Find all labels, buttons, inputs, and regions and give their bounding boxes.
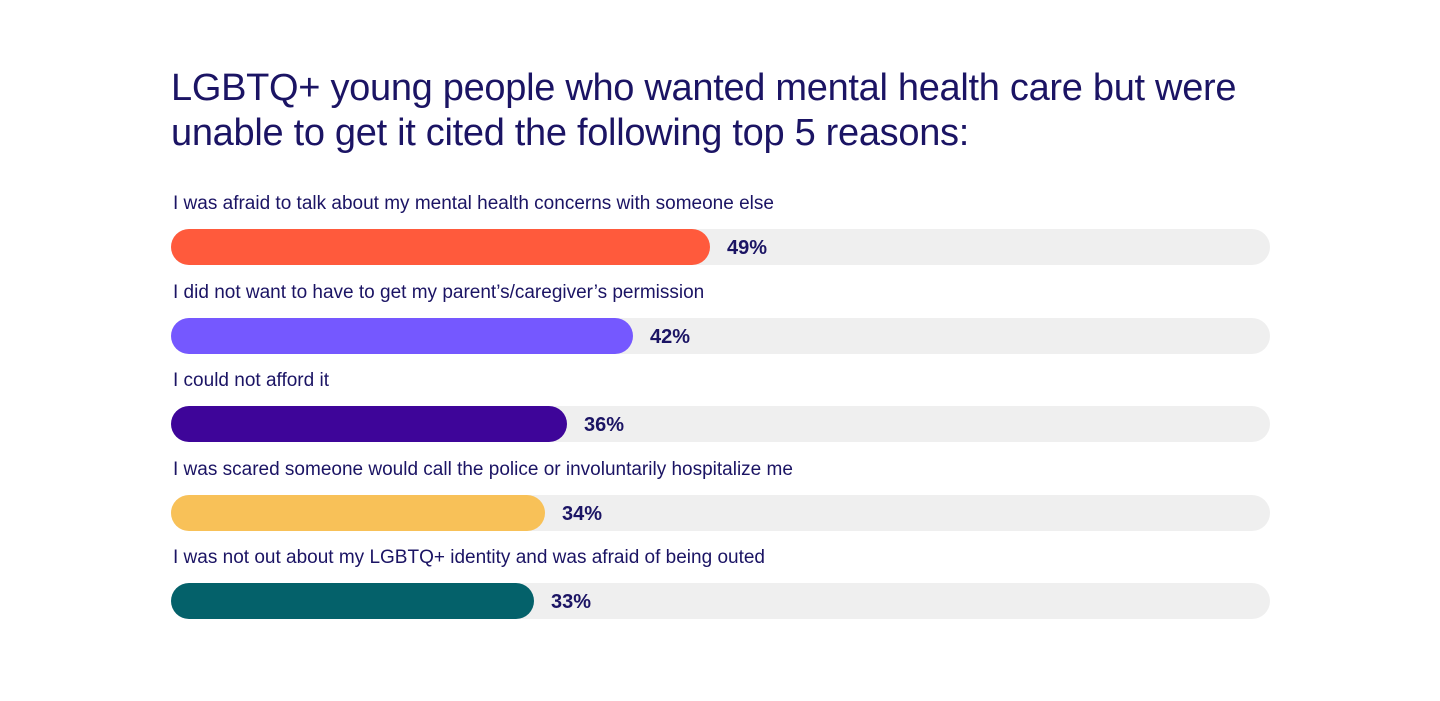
bar-label: I was afraid to talk about my mental hea… [173, 193, 774, 214]
bar-row: I was not out about my LGBTQ+ identity a… [171, 544, 1270, 633]
bar-label: I was not out about my LGBTQ+ identity a… [173, 547, 765, 568]
bar-value-label: 36% [584, 414, 625, 436]
bar-value-label: 34% [562, 502, 603, 525]
bar-row: I could not afford it 36% [171, 367, 1270, 456]
bar [171, 317, 633, 354]
bar-row: I did not want to have to get my parent’… [171, 279, 1270, 368]
bar-value-label: 49% [727, 237, 768, 259]
bar [171, 494, 545, 531]
chart-title: LGBTQ+ young people who wanted mental he… [171, 67, 1237, 154]
bar-track [171, 406, 1270, 442]
bar-track [171, 583, 1270, 619]
bar-track [171, 317, 1270, 354]
bar [171, 229, 710, 265]
bar-track [171, 229, 1270, 265]
bar [171, 406, 567, 442]
bar-label: I could not afford it [173, 370, 329, 391]
bar-value-label: 42% [650, 325, 691, 348]
bar-row: I was scared someone would call the poli… [171, 456, 1270, 545]
bar [171, 583, 534, 619]
bar-chart: I was afraid to talk about my mental hea… [171, 190, 1270, 633]
bar-track [171, 494, 1270, 531]
bar-label: I did not want to have to get my parent’… [173, 281, 705, 303]
bar-label: I was scared someone would call the poli… [173, 458, 793, 480]
bar-row: I was afraid to talk about my mental hea… [171, 190, 1270, 279]
bar-value-label: 33% [551, 591, 592, 613]
